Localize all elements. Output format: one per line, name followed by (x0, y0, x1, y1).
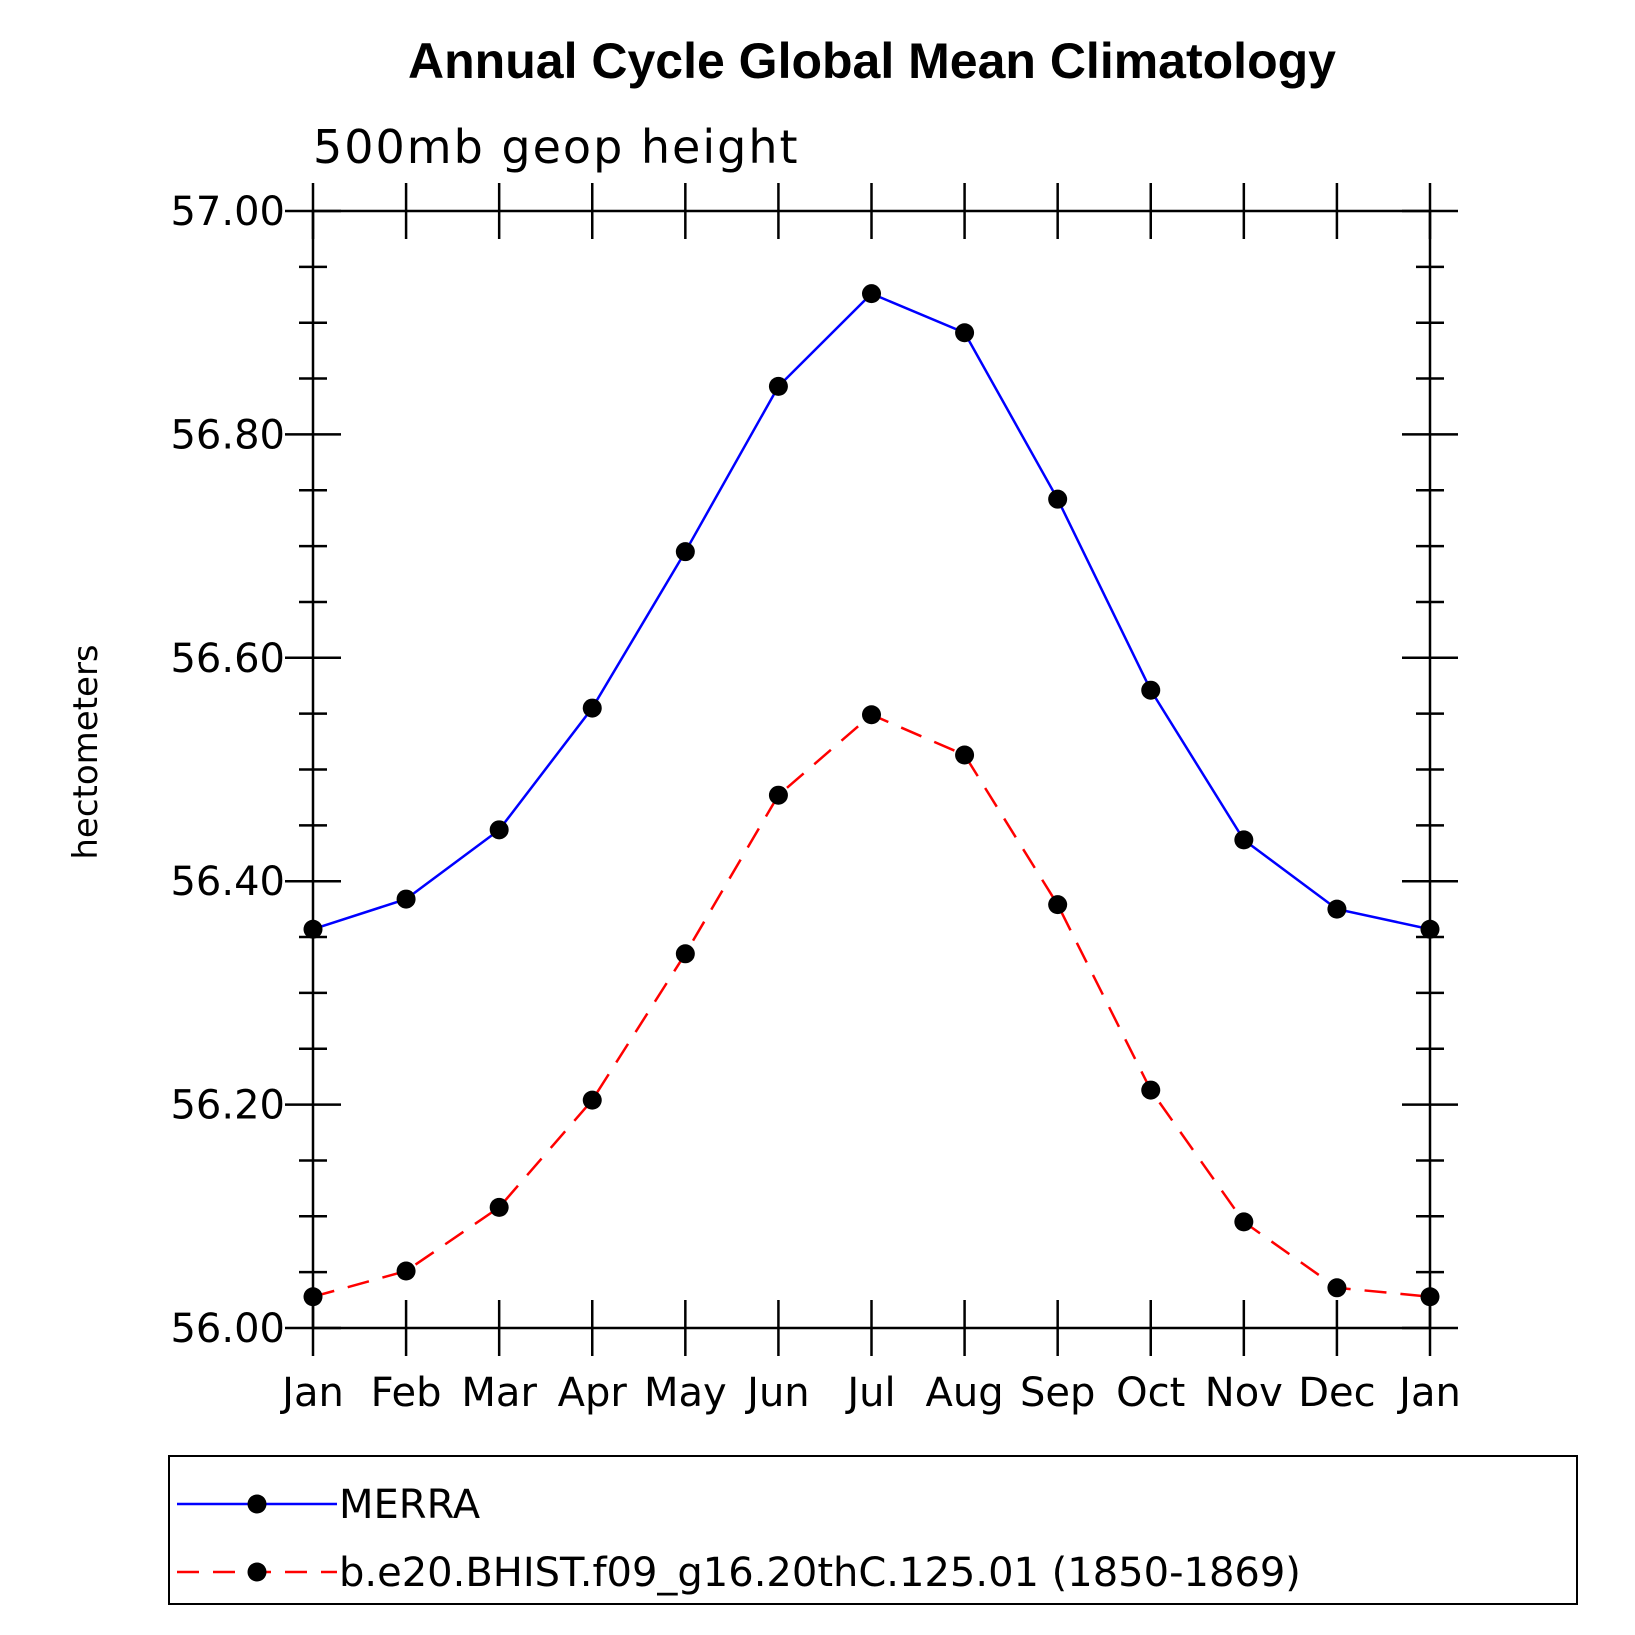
data-point (582, 698, 602, 718)
data-point (582, 1090, 602, 1110)
legend-marker (247, 1494, 267, 1514)
data-point (1048, 489, 1068, 509)
x-tick-label: Jan (1396, 1370, 1461, 1416)
x-tick-label: Aug (926, 1370, 1004, 1416)
data-point (1327, 899, 1347, 919)
data-point (489, 820, 509, 840)
series-1 (303, 284, 1440, 939)
x-tick-label: Sep (1020, 1370, 1095, 1416)
legend-box (168, 1455, 1578, 1605)
legend-label: MERRA (339, 1482, 481, 1528)
data-point (1141, 680, 1161, 700)
x-tick-label: Feb (371, 1370, 442, 1416)
axis-ticks (285, 183, 1458, 1356)
y-tick-label: 57.00 (170, 189, 285, 235)
data-point (955, 745, 975, 765)
series-2 (303, 705, 1440, 1307)
data-point (489, 1197, 509, 1217)
data-point (675, 542, 695, 562)
y-axis-label: hectometers (66, 644, 106, 859)
series-line (312, 713, 1431, 1298)
data-point (768, 376, 788, 396)
x-tick-label: Nov (1205, 1370, 1283, 1416)
x-tick-label: Jun (744, 1370, 810, 1416)
data-point (1234, 830, 1254, 850)
data-point (396, 889, 416, 909)
data-series (303, 284, 1440, 1307)
data-point (1048, 895, 1068, 915)
chart-subtitle: 500mb geop height (313, 120, 800, 174)
x-tick-label: Jul (844, 1370, 895, 1416)
y-tick-label: 56.60 (170, 636, 285, 682)
x-tick-label: Oct (1116, 1370, 1185, 1416)
data-point (1234, 1212, 1254, 1232)
data-point (396, 1261, 416, 1281)
y-tick-label: 56.80 (170, 412, 285, 458)
y-tick-label: 56.40 (170, 859, 285, 905)
x-tick-label: Apr (558, 1370, 628, 1416)
x-tick-label: Dec (1298, 1370, 1375, 1416)
x-tick-label: Jan (279, 1370, 344, 1416)
data-point (1327, 1278, 1347, 1298)
legend-marker (247, 1562, 267, 1582)
plot-frame (311, 209, 1432, 1330)
data-point (1141, 1080, 1161, 1100)
series-line (312, 292, 1431, 931)
data-point (955, 323, 975, 343)
data-point (862, 284, 881, 304)
y-tick-label: 56.00 (170, 1306, 285, 1352)
data-point (675, 944, 695, 964)
legend: MERRA b.e20.BHIST.f09_g16.20thC.125.01 (1… (168, 1455, 1578, 1605)
data-point (768, 785, 788, 805)
y-tick-label: 56.20 (170, 1083, 285, 1129)
legend-label: b.e20.BHIST.f09_g16.20thC.125.01 (1850-1… (339, 1550, 1301, 1596)
x-tick-label: May (644, 1370, 727, 1416)
data-point (862, 705, 881, 725)
x-tick-labels: Jan Feb Mar Apr May Jun Jul Aug Sep Oct Nov Dec Jan (279, 1370, 1461, 1416)
chart-title: Annual Cycle Global Mean Climatology (408, 33, 1336, 89)
x-tick-label: Mar (461, 1370, 537, 1416)
y-tick-labels: 56.00 56.20 56.40 56.60 56.80 57.00 (170, 189, 285, 1352)
